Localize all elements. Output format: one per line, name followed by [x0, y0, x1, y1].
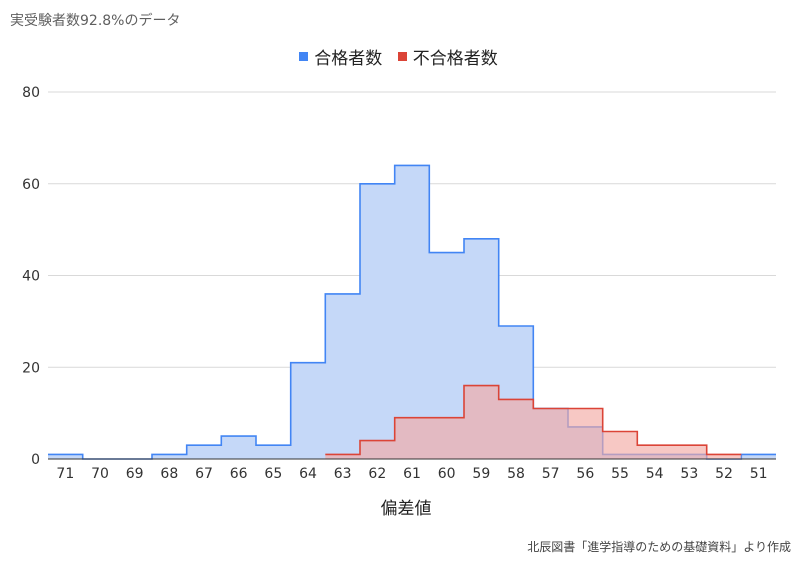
x-tick-label: 62 — [368, 466, 386, 482]
x-tick-label: 56 — [576, 466, 594, 482]
legend-swatch-pass — [299, 52, 309, 61]
x-axis-label: 偏差値 — [380, 499, 432, 519]
x-tick-label: 59 — [472, 466, 490, 482]
x-tick-label: 61 — [403, 466, 421, 482]
x-tick-label: 52 — [715, 466, 733, 482]
x-tick-label: 55 — [611, 466, 629, 482]
series-area-0 — [48, 165, 776, 459]
x-tick-label: 70 — [91, 466, 109, 482]
x-tick-label: 68 — [160, 466, 178, 482]
x-tick-label: 71 — [56, 466, 74, 482]
legend-item-pass: 合格者数 — [299, 44, 382, 69]
legend-item-fail: 不合格者数 — [397, 44, 498, 69]
x-tick-label: 60 — [438, 466, 456, 482]
source-note: 北辰図書「進学指導のための基礎資料」より作成 — [527, 540, 791, 554]
x-tick-label: 69 — [126, 466, 144, 482]
x-tick-label: 67 — [195, 466, 213, 482]
legend-swatch-fail — [397, 52, 407, 61]
y-tick-label: 80 — [22, 85, 40, 101]
x-tick-label: 57 — [542, 466, 560, 482]
x-tick-label: 65 — [264, 466, 282, 482]
x-tick-label: 51 — [750, 466, 768, 482]
x-tick-label: 63 — [334, 466, 352, 482]
axes: 71 70 69 68 67 66 65 64 63 62 61 60 59 58 57 56 55 54 53 52… — [48, 458, 776, 482]
legend: 合格者数 不合格者数 — [0, 44, 797, 69]
x-tick-label: 66 — [230, 466, 248, 482]
y-tick-label: 0 — [31, 452, 40, 468]
x-tick-label: 54 — [646, 466, 664, 482]
series — [48, 164, 776, 460]
chart-title: 実受験者数92.8%のデータ — [10, 13, 181, 29]
legend-label-pass: 合格者数 — [314, 49, 383, 69]
x-tick-label: 58 — [507, 466, 525, 482]
grid: 0 20 40 60 80 — [22, 85, 776, 468]
legend-label-fail: 不合格者数 — [412, 49, 498, 69]
series-line-1 — [325, 384, 742, 456]
x-tick-label: 64 — [299, 466, 317, 482]
y-tick-label: 20 — [22, 360, 40, 376]
x-tick-label: 53 — [680, 466, 698, 482]
y-tick-label: 60 — [22, 177, 40, 193]
y-tick-label: 40 — [22, 269, 40, 285]
